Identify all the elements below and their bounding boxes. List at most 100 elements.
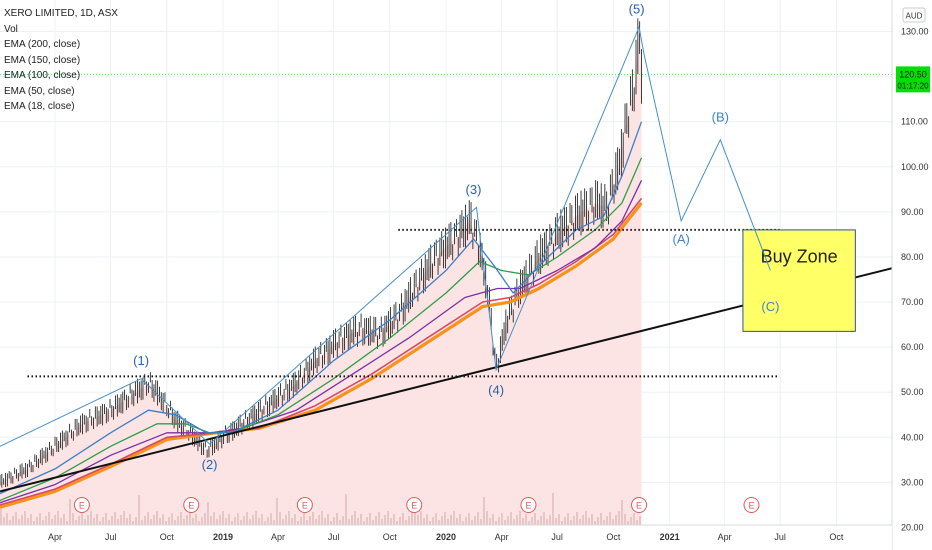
volume-bar	[417, 515, 419, 525]
indicator-legend: XERO LIMITED, 1D, ASX Vol EMA (200, clos…	[4, 6, 118, 115]
volume-bar	[468, 513, 470, 525]
volume-bar	[372, 520, 374, 525]
earnings-circle	[73, 497, 90, 513]
x-tick-label: Oct	[383, 532, 398, 542]
y-tick-label: 130.00	[901, 27, 929, 37]
earnings-label: E	[525, 501, 531, 511]
price-tag: 120.50 01:17:20	[896, 66, 930, 93]
volume-bar	[135, 517, 137, 525]
volume-bar	[339, 520, 341, 525]
volume-bar	[0, 503, 2, 525]
x-tick-label: Oct	[829, 532, 844, 542]
volume-bar	[588, 518, 590, 525]
volume-bar	[411, 512, 413, 525]
earnings-circle	[406, 497, 423, 513]
indicator-ema50[interactable]: EMA (50, close)	[4, 85, 75, 97]
wave-label: (1)	[133, 353, 149, 368]
volume-bar	[309, 516, 311, 525]
earnings-label: E	[411, 501, 417, 511]
wave-label: (3)	[466, 182, 482, 197]
volume-bar	[615, 515, 617, 525]
volume-bar	[351, 515, 353, 525]
volume-bar	[594, 521, 596, 525]
volume-bar	[93, 518, 95, 525]
y-tick-label: 100.00	[901, 162, 929, 172]
volume-bar	[480, 519, 482, 525]
volume-bar	[375, 516, 377, 525]
indicator-ema200[interactable]: EMA (200, close)	[4, 39, 81, 50]
volume-bar	[162, 514, 164, 525]
volume-bar	[51, 519, 53, 525]
series-lines	[0, 18, 643, 509]
volume-bar	[579, 519, 581, 525]
volume-bar	[441, 516, 443, 525]
earnings-marker: E	[296, 497, 313, 513]
volume-bar	[621, 500, 623, 525]
volume-bar	[72, 513, 74, 525]
indicator-ema100[interactable]: EMA (100, close)	[4, 70, 81, 81]
volume-bar	[129, 514, 131, 525]
volume-bar	[276, 498, 278, 525]
earnings-circle	[296, 497, 313, 513]
indicator-vol[interactable]: Vol	[4, 23, 18, 35]
volume-bar	[522, 518, 524, 525]
currency-badge-label: AUD	[906, 12, 923, 21]
ema100-line	[0, 180, 643, 504]
price-tag-bg	[896, 66, 930, 93]
volume-bar	[414, 501, 416, 525]
volume-bar	[123, 511, 125, 525]
volume-bar	[120, 515, 122, 525]
earnings-circle	[631, 497, 648, 513]
earnings-marker: E	[631, 497, 648, 513]
volume-bar	[435, 513, 437, 525]
volume-bar	[30, 514, 32, 525]
volume-bar	[369, 513, 371, 525]
volume-bar	[312, 512, 314, 525]
x-tick-label: Jul	[551, 532, 563, 542]
volume-bar	[222, 511, 224, 525]
indicator-ema18[interactable]: EMA (18, close)	[4, 101, 75, 112]
volume-bar	[429, 521, 431, 525]
price-tag-value: 120.50	[899, 69, 927, 79]
volume-bar	[36, 517, 38, 525]
volume-bar	[450, 515, 452, 525]
buy-zone-label: Buy Zone	[761, 247, 838, 267]
volume-bar	[267, 517, 269, 525]
volume-bar	[486, 511, 488, 525]
volume-bar	[576, 512, 578, 525]
volume-bar	[612, 519, 614, 525]
volume-bar	[108, 520, 110, 525]
volume-bar	[147, 512, 149, 525]
indicator-ema150[interactable]: EMA (150, close)	[4, 54, 81, 66]
symbol-title[interactable]: XERO LIMITED, 1D, ASX	[4, 8, 118, 19]
elliott-wave-line	[0, 25, 771, 447]
wave-label: (5)	[629, 2, 645, 17]
volume-bar	[624, 514, 626, 525]
volume-bar	[288, 511, 290, 525]
x-tick-label: Jul	[774, 532, 786, 542]
y-tick-label: 60.00	[901, 342, 924, 352]
x-tick-label: Apr	[271, 532, 285, 542]
volume-bar	[186, 515, 188, 525]
wave-label: (C)	[761, 299, 779, 314]
volume-bar	[87, 515, 89, 525]
volume-bar	[243, 516, 245, 525]
volume-bar	[255, 511, 257, 525]
earnings-label: E	[302, 501, 308, 511]
earnings-label: E	[188, 501, 194, 511]
volume-bar	[204, 513, 206, 525]
volume-bar	[285, 515, 287, 525]
volume-bar	[216, 519, 218, 525]
ema18-line	[0, 121, 643, 495]
volume-bar	[354, 511, 356, 525]
volume-bar	[159, 518, 161, 525]
x-tick-label: Oct	[160, 532, 175, 542]
earnings-circle	[183, 497, 200, 513]
volume-bar	[3, 517, 5, 525]
volume-bar	[150, 519, 152, 525]
volume-bar	[582, 515, 584, 525]
volume-bar	[198, 521, 200, 525]
volume-bar	[225, 518, 227, 525]
x-tick-label: 2019	[213, 532, 233, 542]
